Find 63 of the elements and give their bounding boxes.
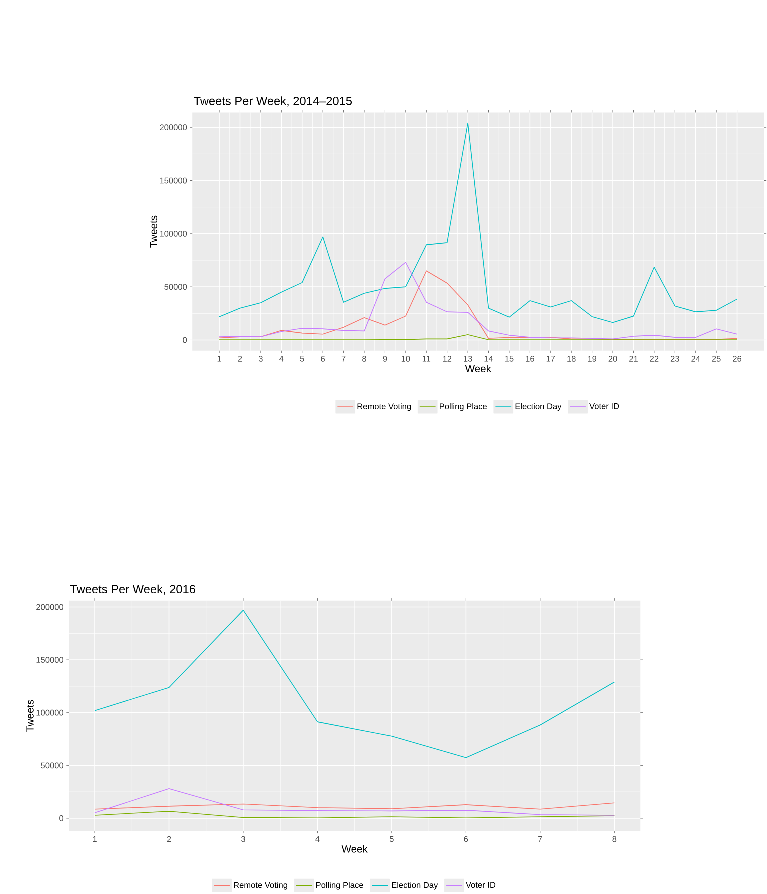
x-tick-label: 3	[259, 356, 263, 362]
x-tick-label: 7	[342, 356, 346, 362]
line-series	[94, 610, 616, 758]
x-tick-label: 15	[506, 356, 514, 362]
x-tick-label: 6	[464, 836, 468, 842]
line-series	[219, 122, 738, 324]
y-tick-label: 200000	[160, 124, 188, 131]
x-tick-label: 5	[390, 836, 394, 842]
x-tick-label: 19	[588, 356, 597, 362]
y-tick-label: 100000	[160, 230, 188, 237]
line-series	[94, 802, 616, 810]
y-tick-label: 50000	[164, 284, 188, 290]
legend-label: Election Day	[392, 882, 438, 890]
x-tick-label: 1	[93, 836, 98, 842]
x-tick-label: 7	[538, 836, 542, 842]
legend-label: Voter ID	[590, 404, 620, 410]
x-axis-title: Week	[342, 845, 368, 853]
x-tick-label: 8	[362, 356, 367, 362]
x-tick-label: 10	[402, 356, 410, 362]
x-tick-label: 9	[383, 356, 388, 362]
x-tick-label: 16	[526, 356, 535, 362]
x-tick-label: 6	[321, 356, 326, 362]
x-tick-label: 26	[733, 356, 742, 362]
chart-title: Tweets Per Week, 2016	[70, 584, 196, 595]
x-tick-label: 18	[568, 356, 576, 362]
x-tick-label: 1	[218, 356, 222, 362]
legend-label: Election Day	[516, 403, 562, 412]
legend-label: Voter ID	[466, 882, 496, 888]
y-tick-label: 0	[183, 337, 188, 344]
x-tick-label: 13	[464, 356, 472, 362]
x-axis-title: Week	[465, 364, 492, 373]
x-tick-label: 4	[316, 836, 320, 842]
x-tick-label: 2	[238, 356, 242, 362]
chart-title: Tweets Per Week, 2014–2015	[194, 96, 352, 107]
y-axis-title: Tweets	[150, 216, 158, 248]
x-tick-label: 14	[484, 356, 494, 362]
y-tick-label: 200000	[36, 604, 64, 610]
legend-label: Polling Place	[440, 403, 488, 412]
x-tick-label: 4	[280, 356, 284, 362]
x-tick-label: 12	[443, 356, 452, 362]
x-tick-label: 20	[608, 356, 618, 362]
x-tick-label: 23	[671, 356, 680, 362]
x-tick-label: 3	[242, 836, 246, 842]
y-tick-label: 150000	[36, 657, 64, 664]
x-tick-label: 5	[300, 356, 304, 362]
y-tick-label: 0	[60, 816, 64, 822]
y-axis-title: Tweets	[26, 700, 34, 732]
y-tick-label: 100000	[36, 710, 64, 716]
x-tick-label: 8	[612, 836, 617, 842]
y-tick-label: 150000	[160, 178, 188, 184]
x-tick-label: 2	[167, 836, 172, 842]
x-tick-label: 21	[630, 356, 638, 362]
x-tick-label: 11	[423, 356, 431, 362]
legend-label: Polling Place	[316, 882, 364, 890]
x-tick-label: 24	[692, 356, 700, 362]
line-series	[94, 788, 616, 816]
x-tick-label: 25	[712, 356, 721, 362]
legend-label: Remote Voting	[234, 882, 288, 890]
line-series	[94, 811, 616, 819]
legend-label: Remote Voting	[358, 403, 412, 412]
x-tick-label: 22	[650, 356, 659, 362]
x-tick-label: 17	[546, 356, 556, 362]
y-tick-label: 50000	[41, 762, 64, 769]
